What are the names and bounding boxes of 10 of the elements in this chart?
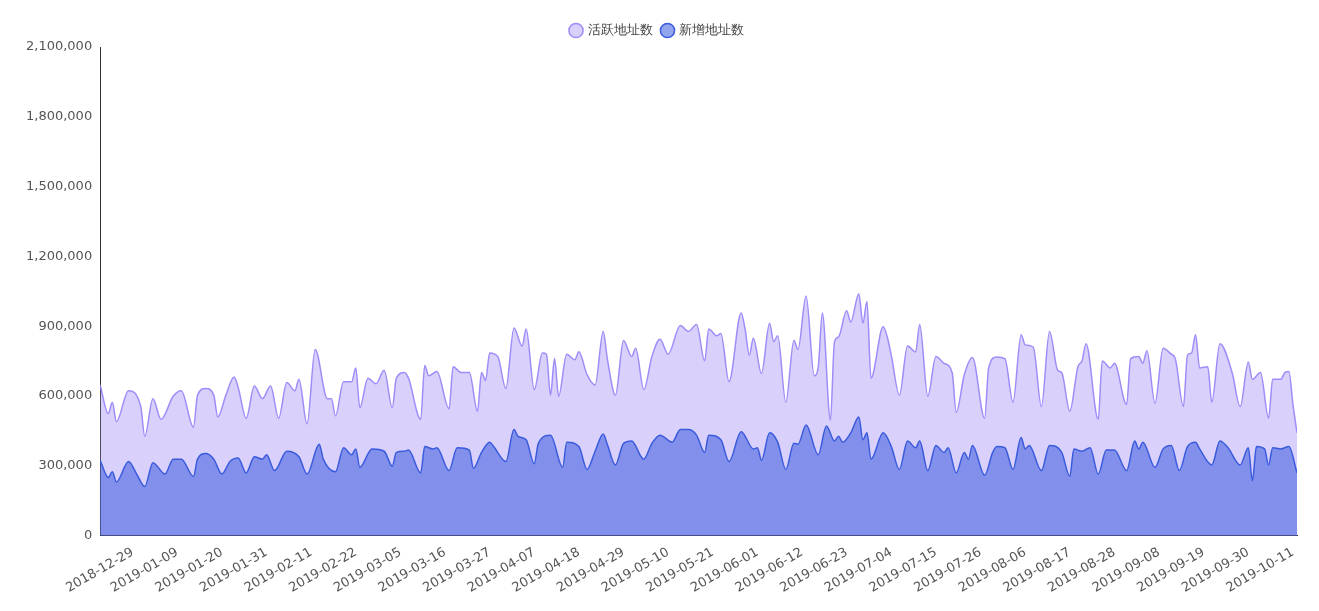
y-tick-label: 0 xyxy=(83,527,93,543)
y-tick-label: 300,000 xyxy=(38,457,93,473)
y-tick-label: 900,000 xyxy=(38,317,93,333)
legend-label: 活跃地址数 xyxy=(587,21,653,37)
legend-label: 新增地址数 xyxy=(679,21,744,37)
y-tick-label: 2,100,000 xyxy=(25,38,93,54)
y-tick-label: 1,500,000 xyxy=(25,178,93,194)
y-tick-label: 1,200,000 xyxy=(25,247,93,263)
y-tick-label: 600,000 xyxy=(38,387,93,403)
y-tick-label: 1,800,000 xyxy=(25,108,93,124)
